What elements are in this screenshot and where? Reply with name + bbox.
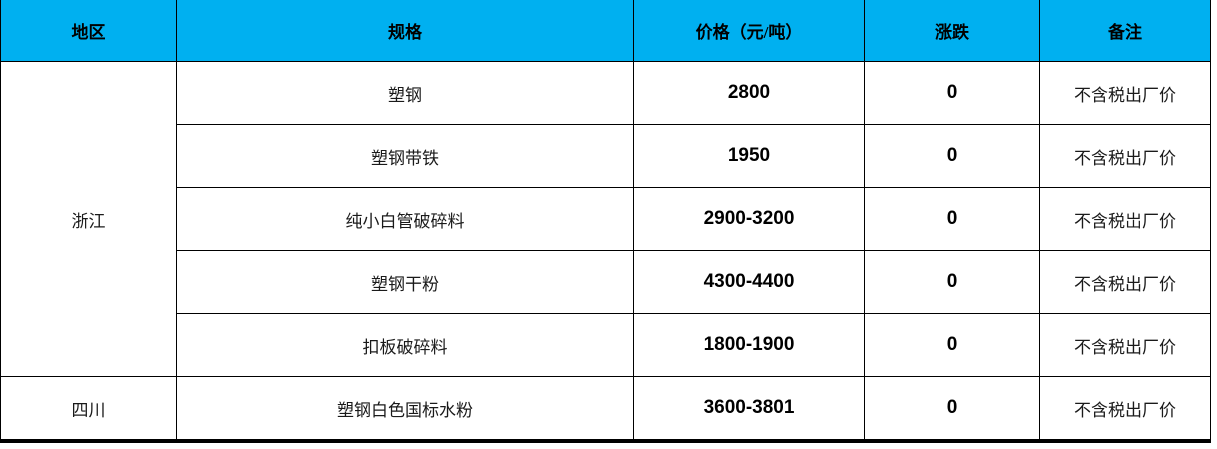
- column-header-spec: 规格: [176, 0, 634, 62]
- spec-cell: 塑钢: [176, 61, 634, 125]
- spec-cell: 纯小白管破碎料: [176, 187, 634, 251]
- change-cell: 0: [864, 313, 1040, 377]
- price-cell: 4300-4400: [633, 250, 865, 314]
- note-cell: 不含税出厂价: [1039, 313, 1211, 377]
- column-header-change: 涨跌: [864, 0, 1040, 62]
- note-cell: 不含税出厂价: [1039, 376, 1211, 442]
- change-cell: 0: [864, 250, 1040, 314]
- price-cell: 1950: [633, 124, 865, 188]
- table-row: 扣板破碎料 1800-1900 0 不含税出厂价: [1, 313, 1211, 377]
- note-cell: 不含税岀厂价: [1039, 187, 1211, 251]
- spec-cell: 扣板破碎料: [176, 313, 634, 377]
- column-header-region: 地区: [0, 0, 177, 62]
- change-cell: 0: [864, 61, 1040, 125]
- change-cell: 0: [864, 187, 1040, 251]
- change-cell: 0: [864, 124, 1040, 188]
- table-row: 浙江 塑钢 2800 0 不含税出厂价: [0, 61, 1211, 377]
- table-row: 四川 塑钢白色国标水粉 3600-3801 0 不含税出厂价: [0, 376, 1211, 442]
- header-row: 地区 规格 价格（元/吨） 涨跌 备注: [0, 0, 1211, 62]
- table-row: 纯小白管破碎料 2900-3200 0 不含税岀厂价: [1, 187, 1211, 251]
- table-row: 塑钢带铁 1950 0 不含税出厂价: [1, 124, 1211, 188]
- change-cell: 0: [864, 376, 1040, 442]
- column-header-note: 备注: [1039, 0, 1211, 62]
- price-cell: 3600-3801: [633, 376, 865, 442]
- spec-cell: 塑钢干粉: [176, 250, 634, 314]
- spec-cell: 塑钢白色国标水粉: [176, 376, 634, 442]
- note-cell: 不含税出厂价: [1039, 61, 1211, 125]
- price-cell: 1800-1900: [633, 313, 865, 377]
- column-header-price: 价格（元/吨）: [633, 0, 865, 62]
- table-row: 塑钢干粉 4300-4400 0 不含税出厂价: [1, 250, 1211, 314]
- spec-cell: 塑钢带铁: [176, 124, 634, 188]
- price-cell: 2900-3200: [633, 187, 865, 251]
- region-cell-sichuan: 四川: [0, 376, 177, 442]
- note-cell: 不含税出厂价: [1039, 124, 1211, 188]
- note-cell: 不含税出厂价: [1039, 250, 1211, 314]
- region-cell-zhejiang: 浙江: [0, 61, 177, 377]
- price-cell: 2800: [633, 61, 865, 125]
